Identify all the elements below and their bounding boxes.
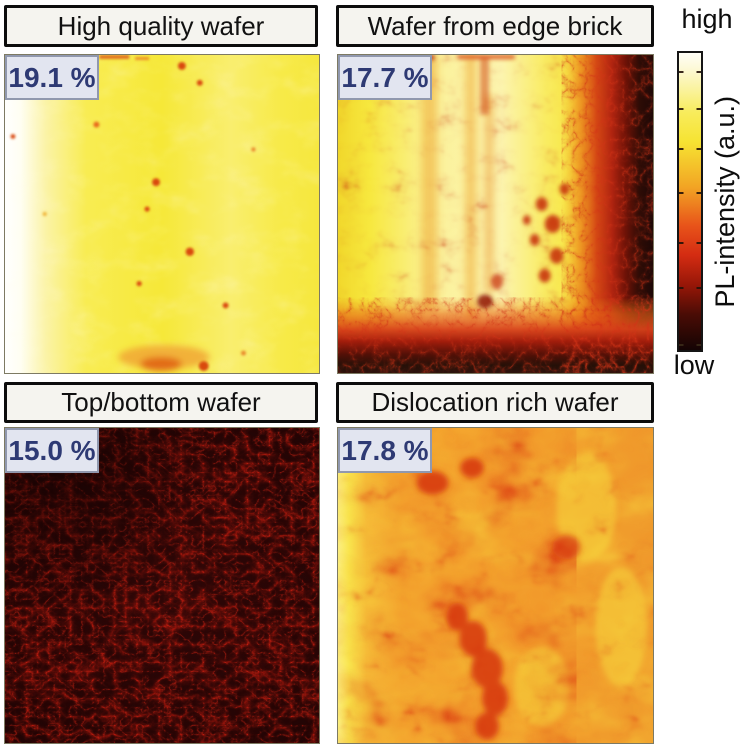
efficiency-value: 17.8 % [341, 434, 429, 466]
panel-title-dislocation-rich: Dislocation rich wafer [336, 382, 654, 423]
pl-map-high-quality-image [5, 55, 319, 373]
panel-title-top-bottom: Top/bottom wafer [4, 382, 318, 423]
colorbar-low-label: low [673, 350, 715, 380]
panel-title-text: Wafer from edge brick [367, 10, 623, 41]
colorbar [677, 51, 703, 352]
efficiency-badge-edge-brick: 17.7 % [338, 55, 432, 100]
efficiency-value: 17.7 % [341, 61, 429, 93]
pl-map-high-quality: 19.1 % [4, 54, 320, 374]
pl-map-dislocation-rich: 17.8 % [337, 427, 654, 744]
efficiency-value: 15.0 % [8, 434, 96, 466]
efficiency-badge-high-quality: 19.1 % [5, 55, 99, 100]
colorbar-axis-label-text: PL-intensity (a.u.) [709, 95, 740, 308]
pl-map-top-bottom: 15.0 % [4, 427, 320, 744]
panel-title-high-quality: High quality wafer [4, 5, 318, 47]
colorbar-high-label: high [681, 4, 733, 34]
colorbar-gradient [679, 53, 701, 350]
panel-title-text: Dislocation rich wafer [371, 387, 619, 417]
colorbar-axis-label: PL-intensity (a.u.) [701, 51, 749, 352]
efficiency-badge-dislocation-rich: 17.8 % [338, 428, 432, 473]
panel-title-text: Top/bottom wafer [61, 387, 261, 417]
efficiency-value: 19.1 % [8, 61, 96, 93]
efficiency-badge-top-bottom: 15.0 % [5, 428, 99, 473]
panel-title-text: High quality wafer [57, 10, 265, 41]
pl-map-dislocation-rich-image [338, 428, 653, 743]
panel-title-edge-brick: Wafer from edge brick [336, 5, 654, 47]
pl-map-edge-brick: 17.7 % [337, 54, 654, 374]
pl-map-edge-brick-image [338, 55, 653, 373]
pl-map-top-bottom-image [5, 428, 319, 743]
